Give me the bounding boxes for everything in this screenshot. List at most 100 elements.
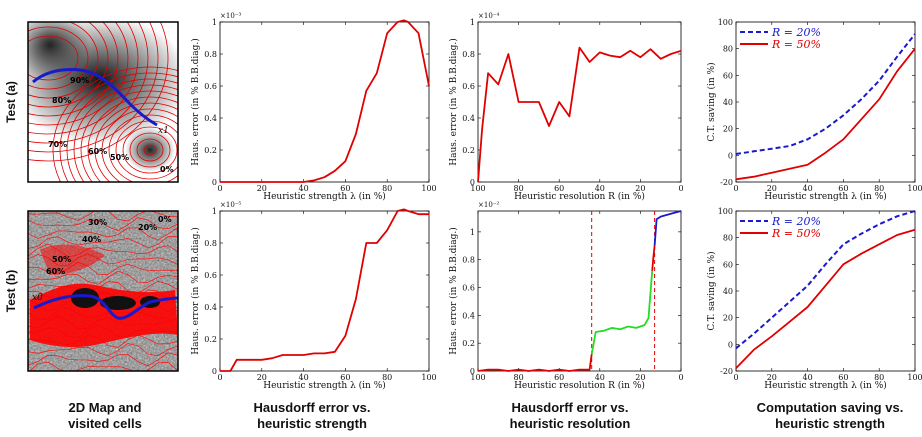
series-line [735, 33, 916, 155]
y-tick-label: 60 [723, 260, 733, 269]
map-a-label: 70% [48, 140, 67, 149]
contour-line [28, 26, 89, 90]
map-a-label: 60% [88, 147, 107, 156]
x-tick-label: 100 [907, 184, 922, 193]
caption-saving-line1: Computation saving vs. [757, 400, 904, 415]
contour-line [28, 243, 178, 258]
x-tick-label: 60 [554, 373, 564, 382]
plot-frame [735, 210, 916, 372]
y-tick-label: 1 [470, 228, 475, 237]
x-tick-label: 0 [733, 373, 738, 382]
x-tick-label: 80 [514, 184, 524, 193]
y-tick-label: 60 [723, 71, 733, 80]
y-tick-label: 0.6 [204, 271, 217, 280]
x-axis-label: Heuristic strength λ (in %) [263, 191, 386, 202]
y-tick-label: 0 [470, 367, 475, 376]
y-axis-label: Haus. error (in % B.B.diag.) [190, 38, 201, 165]
x-tick-label: 0 [217, 184, 222, 193]
legend-label: R = 50% [771, 38, 821, 51]
y-tick-label: 0 [470, 178, 475, 187]
chart-b-hausdorff-vs-strength: 0 20 40 60 80 100 0 0.2 0.4 0.6 0.8 1×10⁻⁵ Heuristic… [190, 201, 437, 391]
y-exponent: ×10⁻² [478, 201, 499, 209]
legend-label: R = 50% [771, 227, 821, 240]
map-a: 90% 80% 70% 60% 50% 0% x1 [28, 22, 178, 182]
x-tick-label: 100 [907, 373, 922, 382]
y-tick-label: 100 [718, 207, 733, 216]
x-tick-label: 80 [874, 373, 884, 382]
y-tick-label: 80 [723, 45, 733, 54]
contour-line [59, 72, 178, 182]
contour-line [87, 96, 178, 182]
series-line [653, 210, 682, 246]
y-tick-label: 0.2 [204, 146, 217, 155]
contour-line [73, 84, 178, 182]
x-axis-label: Heuristic strength λ (in %) [263, 380, 386, 391]
map-a-label: 50% [110, 153, 129, 162]
map-b-label: 50% [52, 255, 71, 264]
y-tick-label: 0 [728, 151, 733, 160]
caption-strength-line1: Hausdorff error vs. [253, 400, 370, 415]
x-axis-label: Heuristic resolution R (in %) [514, 191, 645, 202]
row-label-b: Test (b) [4, 270, 18, 312]
series-line [735, 210, 916, 350]
x-tick-label: 40 [299, 373, 309, 382]
x-tick-label: 60 [838, 373, 848, 382]
x-tick-label: 0 [217, 373, 222, 382]
contour-line [28, 22, 139, 135]
map-a-label: 0% [160, 165, 174, 174]
y-tick-label: 0 [212, 367, 217, 376]
x-tick-label: 40 [595, 184, 605, 193]
contour-line [122, 126, 178, 174]
contour-line [28, 235, 178, 249]
series-line [477, 354, 593, 372]
map-a-point-label: x1 [158, 126, 169, 136]
map-b-path [33, 294, 178, 320]
y-tick-label: 40 [723, 98, 733, 107]
plot-frame [219, 21, 430, 183]
x-tick-label: 100 [421, 184, 436, 193]
x-tick-label: 0 [733, 184, 738, 193]
y-tick-label: 0.4 [462, 311, 475, 320]
caption-resolution-line2: heuristic resolution [510, 416, 631, 431]
series-line [735, 228, 916, 369]
y-axis-label: C.T. saving (in %) [706, 251, 717, 330]
contour-line [28, 22, 119, 117]
y-tick-label: 0.2 [204, 335, 217, 344]
y-tick-label: 0.2 [462, 339, 475, 348]
y-tick-label: 1 [212, 207, 217, 216]
x-tick-label: 40 [595, 373, 605, 382]
x-axis-label: Heuristic strength λ (in %) [764, 380, 887, 391]
map-b-point-label: x0 [32, 293, 43, 303]
y-axis-label: Haus. error (in % B.B.diag.) [448, 227, 459, 354]
map-b-label: 40% [82, 235, 101, 244]
y-tick-label: 20 [723, 125, 733, 134]
y-tick-label: 0.2 [462, 146, 475, 155]
contour-line [28, 261, 178, 275]
contour-line [28, 270, 178, 285]
y-exponent: ×10⁻⁴ [478, 12, 499, 20]
series-line [735, 48, 916, 181]
x-tick-label: 40 [803, 373, 813, 382]
plot-frame [477, 210, 682, 372]
map-b-label: 20% [138, 223, 157, 232]
x-tick-label: 100 [421, 373, 436, 382]
contour-line [28, 22, 169, 162]
x-tick-label: 80 [874, 184, 884, 193]
y-tick-label: 0 [212, 178, 217, 187]
contour-line [28, 22, 99, 99]
x-tick-label: 20 [767, 184, 777, 193]
y-tick-label: -20 [720, 178, 733, 187]
series-line [590, 270, 654, 355]
legend-label: R = 20% [771, 26, 821, 39]
map-b-label: 60% [46, 267, 65, 276]
x-tick-label: 20 [635, 184, 645, 193]
map-a-label: 90% [70, 76, 89, 85]
x-tick-label: 60 [554, 184, 564, 193]
contour-line [80, 90, 178, 182]
y-tick-label: 0.8 [462, 50, 475, 59]
map-b-label: 0% [158, 215, 172, 224]
row-label-a: Test (a) [4, 81, 18, 123]
y-tick-label: 0.8 [204, 239, 217, 248]
